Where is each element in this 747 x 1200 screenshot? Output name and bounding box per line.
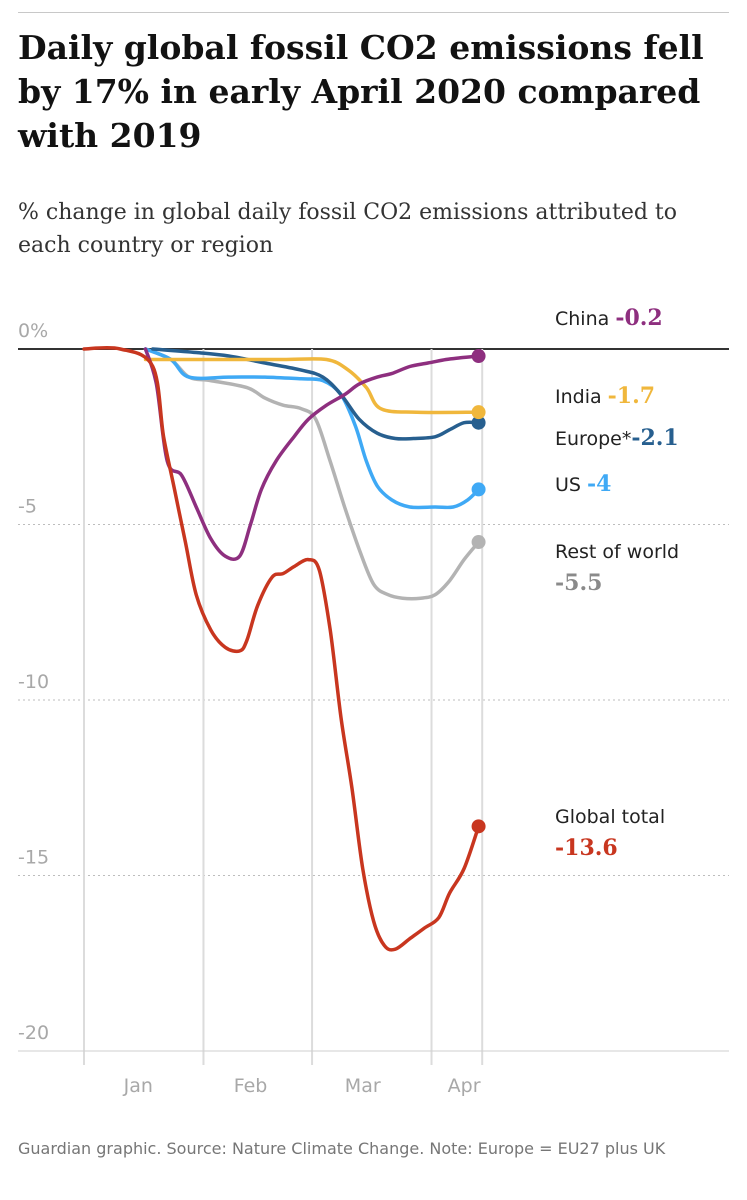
series-label-europe: Europe*-2.1 [555,425,679,451]
series-line-rest-of-world [143,347,481,601]
label-layer: 0% -5 -10 -15 -20 Jan Feb Mar Apr Global total -13… [18,305,679,1097]
series-line-global-total [82,345,481,952]
chart-title: Daily global fossil CO2 emissions fell b… [18,28,704,155]
end-point-europe [471,415,486,430]
end-point-china [471,349,486,364]
series-layer [82,345,486,952]
y-tick-label: 0% [18,320,48,342]
series-label-rest-of-world: Rest of world [555,541,679,563]
series-value-rest-of-world: -5.5 [555,570,602,596]
end-point-india [471,405,486,420]
series-label-india: India -1.7 [555,383,655,409]
x-tick-label: Feb [234,1075,268,1097]
series-line-india [143,357,481,415]
series-line-us [143,347,481,510]
series-value-india: -1.7 [608,383,655,409]
y-tick-label: -10 [18,671,49,693]
x-tick-label: Mar [345,1075,381,1097]
series-name-europe: Europe* [555,428,631,450]
top-rule [18,12,729,13]
y-tick-label: -5 [18,496,37,518]
series-label-china: China -0.2 [555,305,663,331]
series-value-europe: -2.1 [631,425,678,451]
series-value-global-total: -13.6 [555,835,618,861]
chart-subtitle: % change in global daily fossil CO2 emis… [18,200,678,258]
series-value-us: -4 [587,471,611,497]
end-point-rest-of-world [471,535,486,550]
line-chart: 0% -5 -10 -15 -20 Jan Feb Mar Apr Global total -13… [18,305,729,1097]
end-point-us [471,482,486,497]
y-tick-label: -15 [18,847,49,869]
y-tick-label: -20 [18,1022,49,1044]
series-name-us: US [555,474,587,496]
end-point-global-total [471,819,486,834]
series-label-global-total: Global total [555,806,665,828]
series-name-india: India [555,386,608,408]
source-note: Guardian graphic. Source: Nature Climate… [18,1139,666,1158]
series-value-china: -0.2 [615,305,662,331]
series-name-china: China [555,308,615,330]
x-tick-label: Jan [123,1075,153,1097]
series-label-us: US -4 [555,471,611,497]
series-line-china [143,347,481,561]
x-tick-label: Apr [448,1075,481,1097]
grid-layer [18,348,729,1065]
